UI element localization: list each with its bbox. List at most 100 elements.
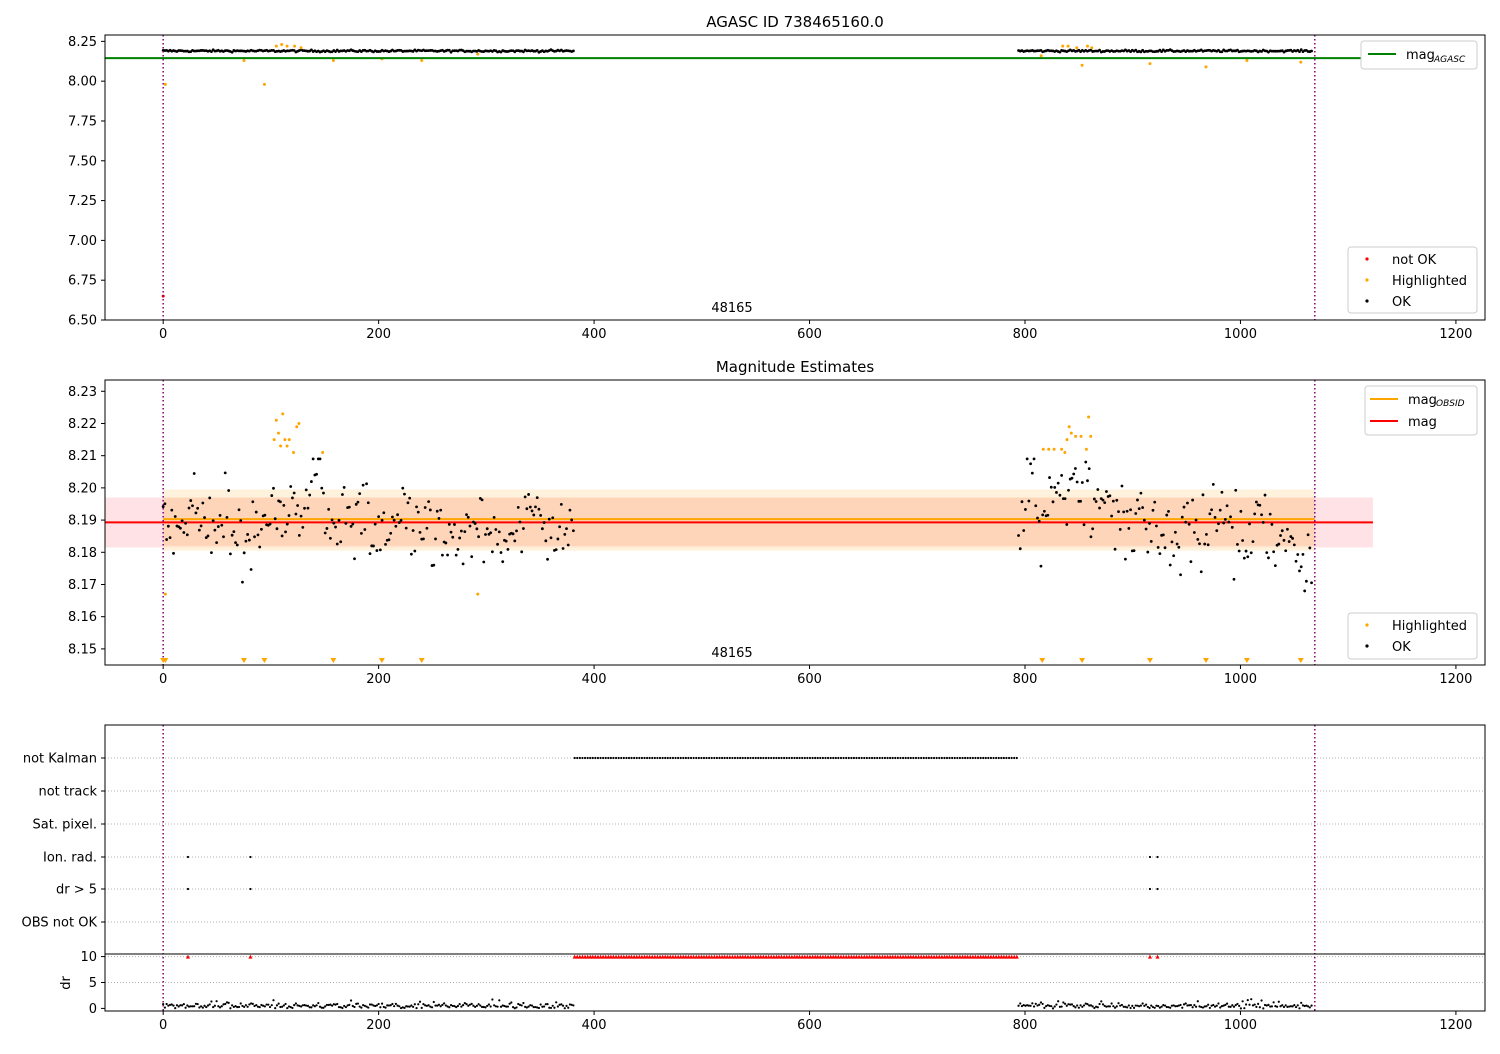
dr-point-0-24 <box>203 1004 206 1007</box>
mag-ok-point-0-179 <box>470 555 474 559</box>
mag-ok-point-0-99 <box>332 521 336 525</box>
mag-ok-point-1-94 <box>1179 573 1182 577</box>
dr-point-0-233 <box>563 1007 566 1010</box>
mag-ok-point-1-57 <box>1115 498 1119 502</box>
dr-red-marker-0-26 <box>639 954 644 959</box>
dr-red-marker-0-116 <box>872 954 877 959</box>
mag-ok-point-0-160 <box>437 517 441 520</box>
dr-point-0-144 <box>410 1004 413 1007</box>
dr-red-marker-0-101 <box>833 954 838 959</box>
dr-point-1-150 <box>1275 1005 1279 1008</box>
mag-ok-point-0-126 <box>378 548 382 552</box>
dr-point-1-104 <box>1196 1000 1199 1003</box>
dr-point-0-15 <box>187 1005 191 1008</box>
mag-ok-point-1-32 <box>1072 472 1076 476</box>
dr-point-0-21 <box>198 1006 201 1009</box>
mag-ok-point-1-67 <box>1132 549 1136 552</box>
mag-ok-point-0-176 <box>465 513 468 517</box>
agasc-axes-frame <box>104 34 1486 321</box>
flag-point-0-0-36 <box>666 756 669 760</box>
mag-ok-point-1-93 <box>1177 545 1181 549</box>
mag-ok-point-0-28 <box>210 551 213 555</box>
flag-point-0-0-163 <box>995 756 998 760</box>
dr-red-marker-0-14 <box>608 954 613 959</box>
mag-ok-point-0-75 <box>291 496 294 500</box>
dr-point-0-109 <box>349 999 353 1002</box>
flag-point-0-0-77 <box>772 756 775 760</box>
mag-ok-point-1-119 <box>1222 521 1226 525</box>
legend2-highlighted: Highlighted <box>1392 619 1467 634</box>
flag-point-0-0-8 <box>594 756 597 760</box>
dr-point-1-13 <box>1039 1001 1043 1004</box>
dr-red-marker-0-127 <box>901 954 906 959</box>
mag-ok-point-0-238 <box>572 529 575 533</box>
dr-red-marker-0-115 <box>870 954 875 959</box>
dr-point-1-105 <box>1198 1005 1201 1008</box>
mag-ok-point-1-120 <box>1223 517 1227 521</box>
dr-point-1-84 <box>1162 1004 1165 1007</box>
mag-highlighted-point-15 <box>1047 447 1051 451</box>
flag-point-4-1 <box>249 887 252 891</box>
dr-point-0-53 <box>253 1004 256 1008</box>
mag-ok-point-0-81 <box>301 525 305 529</box>
mag-ok-point-0-41 <box>232 530 236 534</box>
mag-ok-point-1-81 <box>1156 545 1160 549</box>
dr-red-marker-0-125 <box>895 954 900 959</box>
dr-point-0-96 <box>327 1003 330 1007</box>
mag-offscale-marker-6 <box>418 658 425 663</box>
dr-point-1-87 <box>1167 1006 1170 1009</box>
mag-ok-point-0-159 <box>435 509 439 513</box>
flag-point-0-0-46 <box>692 756 695 760</box>
dr-red-marker-0-46 <box>691 954 696 959</box>
dr-point-1-100 <box>1189 1003 1193 1007</box>
mag-highlighted-point-8 <box>287 438 291 442</box>
dr-red-marker-0-41 <box>678 954 683 959</box>
mag-ok-point-0-26 <box>206 534 210 538</box>
dr-red-marker-0-96 <box>820 954 825 959</box>
dr-point-0-206 <box>517 1002 520 1006</box>
dr-point-0-184 <box>479 1004 482 1007</box>
mag-ok-point-0-186 <box>482 560 486 564</box>
flag-point-0-0-59 <box>726 756 729 760</box>
dr-point-0-142 <box>406 1005 410 1008</box>
mag-ok-point-1-68 <box>1134 512 1138 515</box>
dr-red-marker-0-13 <box>606 954 611 959</box>
mag-ok-point-1-54 <box>1110 514 1114 518</box>
mag-ok-point-0-39 <box>228 552 232 556</box>
mag-ok-point-1-85 <box>1163 546 1167 550</box>
flag-point-0-0-115 <box>870 756 874 760</box>
flag-point-0-0-165 <box>1000 756 1003 760</box>
dr-red-marker-0-131 <box>911 954 916 959</box>
agasc-highlighted-point-0 <box>163 82 167 86</box>
dr-point-0-232 <box>561 1004 565 1007</box>
dr-point-0-189 <box>487 1003 491 1006</box>
dr-point-0-167 <box>449 1004 453 1007</box>
mag-ok-point-1-115 <box>1215 529 1219 533</box>
dr-red-marker-0-9 <box>595 954 600 959</box>
dr-point-1-101 <box>1191 1006 1194 1009</box>
mag-ok-point-0-2 <box>165 538 169 541</box>
mag-ok-point-0-62 <box>268 522 272 526</box>
agasc-highlighted-point-16 <box>1080 63 1084 67</box>
mag-ok-point-0-232 <box>561 547 565 550</box>
flag-point-3-2 <box>1148 855 1152 859</box>
dr-point-0-28 <box>210 1000 213 1003</box>
dr-point-1-165 <box>1301 1004 1305 1007</box>
legend-mag-obsid-sub: OBSID <box>1436 399 1465 409</box>
mag-ok-point-1-167 <box>1304 579 1308 583</box>
p1-ytick-label-5: 7.75 <box>68 114 97 129</box>
flag-point-0-0-29 <box>648 756 651 760</box>
flag-point-0-0-158 <box>982 756 985 760</box>
dr-point-0-77 <box>294 1002 297 1005</box>
dr-point-1-10 <box>1034 1002 1037 1005</box>
dr-point-0-219 <box>539 1003 542 1006</box>
dr-point-0-148 <box>417 1003 420 1006</box>
mag-ok-point-0-17 <box>191 504 194 508</box>
mag-ok-point-1-13 <box>1039 564 1043 568</box>
dr-point-0-103 <box>339 1006 342 1009</box>
mag-ok-point-1-97 <box>1184 520 1188 524</box>
mag-offscale-marker-5 <box>378 658 385 663</box>
dr-point-0-87 <box>312 1004 315 1007</box>
flag-point-0-0-146 <box>951 756 954 760</box>
p2-ytick-label-5: 8.20 <box>68 481 97 496</box>
